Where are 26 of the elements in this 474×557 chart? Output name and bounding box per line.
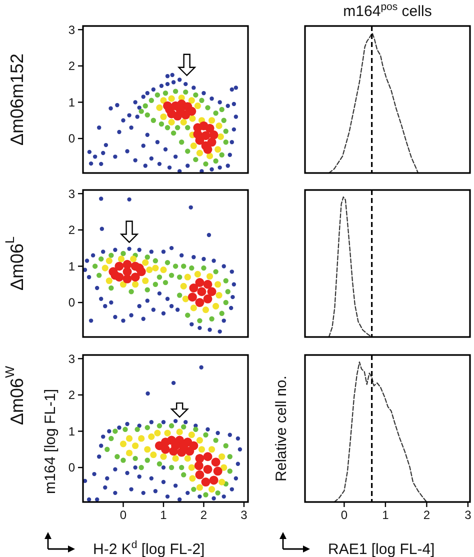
y-tick-label: 0 bbox=[68, 460, 76, 475]
text: Δm06m152 bbox=[7, 53, 27, 146]
x-tick-label: 1 bbox=[160, 508, 168, 522]
x-axis-title: RAE1 [log FL-4] bbox=[328, 541, 435, 557]
y-tick-label: 3 bbox=[68, 186, 76, 201]
x-tick-label: 2 bbox=[423, 508, 430, 522]
y-tick-label: 3 bbox=[68, 352, 76, 366]
y-tick-label: 2 bbox=[68, 223, 76, 238]
y-axis-title: m164 [log FL-1] bbox=[42, 388, 58, 494]
x-tick-label: 1 bbox=[382, 508, 390, 522]
y-tick-label: 1 bbox=[68, 259, 76, 274]
y-axis-title: Relative cell no. bbox=[272, 376, 290, 482]
y-tick-label: 0 bbox=[68, 132, 76, 146]
y-tick-label: 1 bbox=[68, 424, 76, 438]
x-tick-label: 3 bbox=[240, 508, 248, 522]
y-tick-label: 0 bbox=[68, 296, 76, 310]
x-tick-label: 2 bbox=[200, 508, 208, 522]
x-tick-label: 0 bbox=[340, 508, 348, 522]
y-tick-label: 3 bbox=[68, 22, 76, 37]
y-tick-label: 2 bbox=[68, 59, 76, 74]
y-tick-label: 2 bbox=[68, 388, 76, 402]
y-tick-label: 1 bbox=[68, 95, 76, 110]
x-tick-label: 0 bbox=[120, 508, 127, 522]
x-tick-label: 3 bbox=[464, 508, 472, 522]
x-axis-title: H-2 K$^{d}$ [log FL-2] bbox=[93, 539, 205, 557]
chart-title: m164$^{pos}$ cells bbox=[343, 1, 432, 20]
